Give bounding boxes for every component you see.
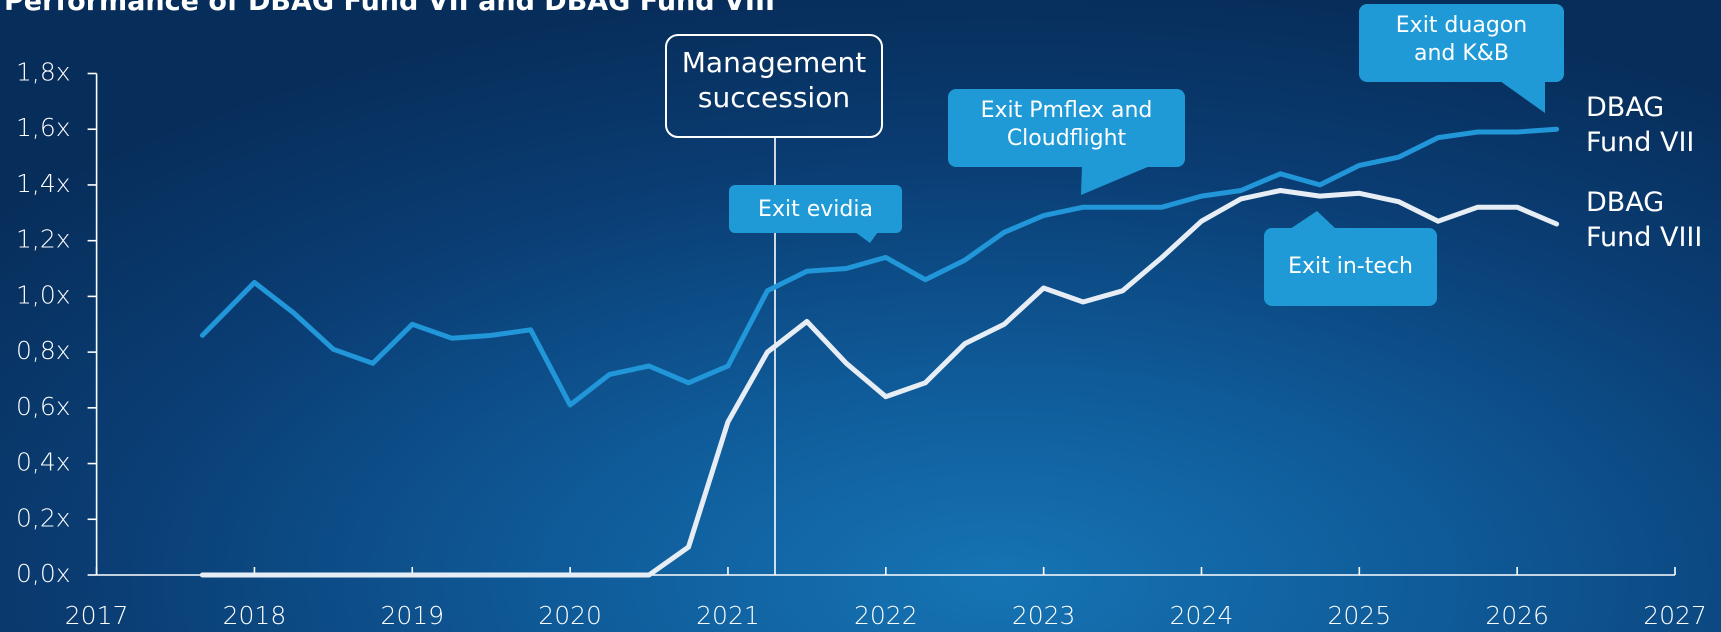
series-line — [199, 126, 1560, 408]
series-line — [199, 188, 1560, 578]
y-tick-label: 0,6x — [16, 392, 71, 421]
x-tick-label: 2022 — [854, 601, 918, 630]
y-tick-label: 1,4x — [16, 169, 71, 198]
series-label: DBAG Fund VIII — [1586, 187, 1703, 253]
callout-box — [729, 185, 902, 233]
x-tick-label: 2025 — [1328, 601, 1392, 630]
x-tick-label: 2023 — [1012, 601, 1076, 630]
callout-pointer — [1081, 166, 1150, 195]
chart-title: Performance of DBAG Fund VII and DBAG Fu… — [4, 0, 776, 17]
annotation: Exit duagon and K&B — [1395, 13, 1528, 66]
x-tick-label: 2021 — [696, 601, 760, 630]
x-tick-label: 2019 — [380, 601, 444, 630]
x-tick-label: 2018 — [223, 601, 287, 630]
y-tick-label: 0,8x — [16, 336, 71, 365]
callout-box — [948, 89, 1185, 167]
x-tick-label: 2020 — [538, 601, 602, 630]
callout-pointer — [1290, 211, 1336, 229]
x-tick-label: 2027 — [1643, 601, 1707, 630]
callout-pointer — [1500, 81, 1545, 113]
y-tick-label: 1,8x — [16, 58, 71, 87]
annotation: Exit Pmflex and Cloudflight — [980, 98, 1153, 151]
annotation: Exit evidia — [758, 197, 873, 222]
y-tick-label: 1,0x — [16, 280, 71, 309]
x-tick-label: 2024 — [1170, 601, 1234, 630]
annotation: Exit in-tech — [1288, 254, 1413, 279]
callout-box — [665, 34, 883, 138]
callout-box — [1359, 4, 1564, 82]
x-tick-label: 2026 — [1485, 601, 1549, 630]
y-tick-label: 1,6x — [16, 113, 71, 142]
x-tick-label: 2017 — [65, 601, 129, 630]
y-tick-label: 1,2x — [16, 225, 71, 254]
y-tick-label: 0,4x — [16, 448, 71, 477]
y-tick-label: 0,2x — [16, 503, 71, 532]
annotation: Management succession — [681, 46, 867, 114]
callout-pointer — [855, 232, 878, 243]
callout-box — [1264, 228, 1437, 306]
y-tick-label: 0,0x — [16, 559, 71, 588]
series-label: DBAG Fund VII — [1586, 92, 1695, 158]
